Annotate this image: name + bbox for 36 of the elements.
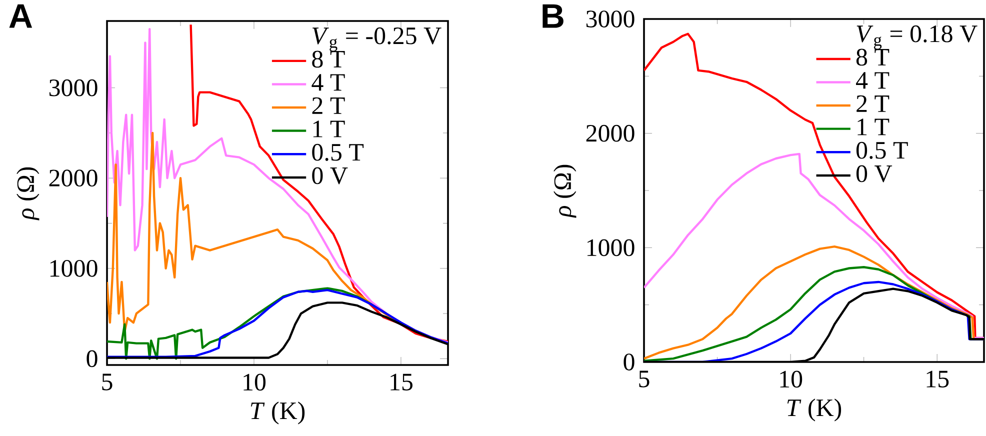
y-tick-label: 3000 bbox=[49, 79, 98, 96]
y-tick-label: 1000 bbox=[587, 239, 634, 256]
x-axis-title: T (K) bbox=[250, 402, 305, 424]
y-tick-label: 0 bbox=[86, 350, 98, 368]
x-tick-label: 15 bbox=[926, 370, 949, 388]
y-axis-title: ρ (Ω) bbox=[16, 167, 40, 220]
x-tick-label: 15 bbox=[390, 374, 412, 390]
legend-label: 4 T bbox=[312, 74, 345, 91]
y-tick-label: 0 bbox=[624, 354, 634, 370]
y-axis-title: ρ (Ω) bbox=[554, 164, 576, 218]
legend-title: V$_{g}$ = 0.18 V bbox=[856, 25, 978, 50]
legend-label: 0 V bbox=[312, 167, 348, 184]
legend-label: 0.5 T bbox=[856, 142, 908, 159]
y-tick-label: 2000 bbox=[586, 124, 634, 142]
chart-title: A bbox=[9, 4, 32, 28]
line-series bbox=[190, 24, 448, 343]
legend-label: 8 T bbox=[312, 50, 345, 68]
y-tick-label: 3000 bbox=[586, 10, 634, 28]
legend-label: 8 T bbox=[856, 48, 890, 66]
legend-label: 4 T bbox=[856, 72, 890, 89]
line-series bbox=[107, 28, 448, 344]
y-tick-label: 2000 bbox=[49, 170, 98, 187]
legend-title: V$_{g}$ = -0.25 V bbox=[312, 27, 442, 52]
y-tick-label: 1000 bbox=[50, 260, 98, 277]
x-tick-label: 5 bbox=[102, 374, 112, 390]
legend-label: 1 T bbox=[313, 120, 345, 138]
chart-title: B bbox=[542, 4, 564, 28]
legend-label: 2 T bbox=[312, 97, 345, 114]
legend-label: 1 T bbox=[858, 118, 890, 136]
x-tick-label: 10 bbox=[780, 370, 802, 388]
x-tick-label: 10 bbox=[244, 374, 266, 391]
x-axis-title: T (K) bbox=[787, 398, 842, 422]
legend-label: 0 V bbox=[856, 165, 892, 182]
legend-label: 2 T bbox=[856, 95, 890, 112]
legend-label: 0.5 T bbox=[312, 144, 364, 161]
x-tick-label: 5 bbox=[639, 370, 650, 388]
